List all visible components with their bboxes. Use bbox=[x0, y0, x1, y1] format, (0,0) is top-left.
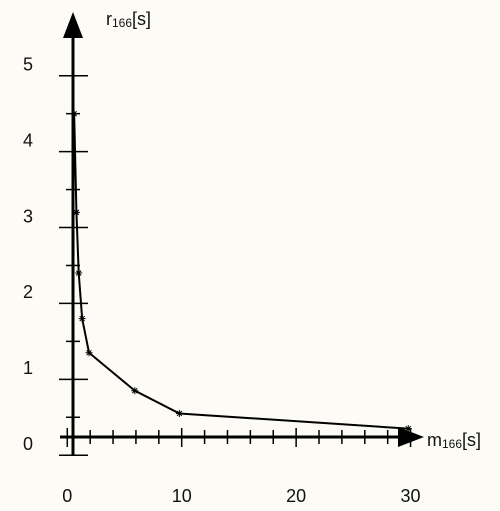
x-axis-label: m166[s] bbox=[427, 430, 481, 451]
y-tick-label: 3 bbox=[23, 206, 33, 226]
y-axis-arrow bbox=[63, 12, 83, 38]
data-marker bbox=[131, 387, 139, 395]
data-marker bbox=[85, 349, 93, 357]
data-marker bbox=[70, 110, 78, 118]
data-marker bbox=[404, 425, 412, 433]
y-tick-label: 5 bbox=[23, 54, 33, 74]
y-tick-label: 1 bbox=[23, 358, 33, 378]
x-tick-label: 20 bbox=[286, 486, 306, 506]
y-tick-label: 0 bbox=[23, 434, 33, 454]
data-marker bbox=[175, 409, 183, 417]
y-tick-label: 4 bbox=[23, 130, 33, 150]
data-line bbox=[73, 113, 409, 430]
x-tick-label: 0 bbox=[62, 486, 72, 506]
data-marker bbox=[75, 269, 83, 277]
data-marker bbox=[78, 315, 86, 323]
x-tick-label: 30 bbox=[401, 486, 421, 506]
x-tick-label: 10 bbox=[172, 486, 192, 506]
y-axis-label: r166[s] bbox=[106, 9, 151, 30]
y-tick-label: 2 bbox=[23, 282, 33, 302]
data-marker bbox=[72, 208, 80, 216]
